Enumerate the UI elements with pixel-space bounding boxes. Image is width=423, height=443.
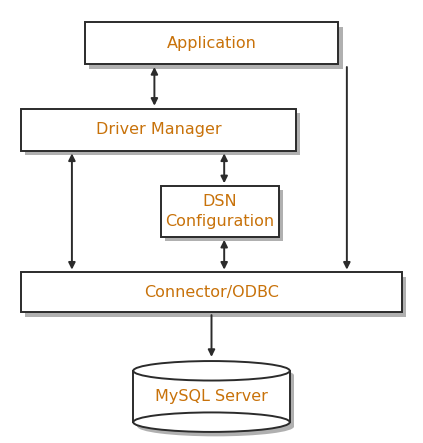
Text: MySQL Server: MySQL Server [155, 389, 268, 404]
Text: Driver Manager: Driver Manager [96, 122, 221, 137]
Polygon shape [133, 371, 290, 422]
Text: Connector/ODBC: Connector/ODBC [144, 285, 279, 300]
FancyBboxPatch shape [21, 109, 296, 151]
FancyBboxPatch shape [165, 190, 283, 241]
Ellipse shape [137, 365, 294, 385]
Ellipse shape [137, 417, 294, 436]
Text: DSN
Configuration: DSN Configuration [165, 194, 275, 229]
FancyBboxPatch shape [25, 113, 300, 155]
FancyBboxPatch shape [89, 27, 343, 69]
Ellipse shape [133, 412, 290, 432]
FancyBboxPatch shape [21, 272, 402, 312]
FancyBboxPatch shape [161, 186, 279, 237]
FancyBboxPatch shape [85, 22, 338, 64]
FancyBboxPatch shape [25, 277, 406, 317]
Ellipse shape [133, 361, 290, 381]
Polygon shape [137, 375, 294, 427]
Text: Application: Application [167, 36, 256, 51]
